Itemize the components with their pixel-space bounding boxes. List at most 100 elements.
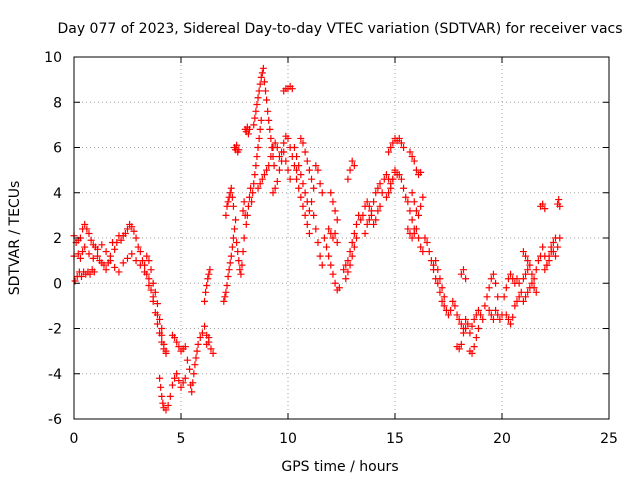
- data-point: [504, 315, 512, 323]
- data-point: [102, 266, 110, 274]
- data-point: [74, 250, 82, 258]
- data-point: [156, 374, 164, 382]
- data-point: [205, 334, 213, 342]
- data-point: [134, 243, 142, 251]
- data-point: [462, 325, 470, 332]
- data-point: [236, 266, 244, 274]
- data-point: [183, 356, 191, 364]
- data-point: [247, 184, 255, 192]
- data-point: [86, 270, 94, 278]
- y-tick-label: 0: [53, 276, 62, 292]
- data-point: [539, 243, 547, 251]
- data-point: [168, 381, 176, 389]
- x-tick-label: 10: [279, 431, 297, 447]
- data-point: [162, 406, 170, 414]
- data-point: [250, 121, 258, 129]
- data-point: [205, 270, 213, 278]
- data-point: [301, 148, 309, 156]
- data-point: [89, 254, 97, 262]
- data-point: [492, 306, 500, 314]
- data-point: [189, 379, 197, 387]
- data-point: [412, 166, 420, 174]
- data-point: [305, 166, 313, 174]
- data-point: [299, 180, 307, 188]
- data-point: [130, 227, 138, 235]
- data-point: [160, 340, 168, 348]
- data-point: [248, 198, 256, 206]
- data-point: [245, 193, 253, 201]
- data-point: [331, 229, 339, 237]
- data-point: [117, 236, 125, 244]
- data-point: [223, 282, 231, 290]
- data-point: [253, 101, 261, 109]
- data-point: [372, 189, 380, 197]
- data-point: [350, 162, 358, 170]
- data-point: [263, 166, 271, 174]
- data-point: [519, 275, 527, 283]
- data-point: [151, 288, 159, 296]
- data-point: [158, 325, 166, 332]
- data-point: [308, 198, 316, 206]
- x-axis-label: GPS time / hours: [281, 459, 398, 475]
- data-point: [329, 234, 337, 242]
- data-point: [519, 297, 527, 305]
- data-point: [265, 162, 273, 170]
- data-point: [470, 315, 478, 323]
- data-point: [515, 293, 523, 301]
- data-point: [348, 157, 356, 165]
- y-tick-label: 2: [53, 231, 62, 247]
- data-point: [410, 229, 418, 237]
- data-point: [280, 148, 288, 156]
- data-point: [436, 275, 444, 283]
- data-point: [515, 279, 523, 287]
- data-point: [171, 374, 179, 382]
- data-point: [288, 85, 296, 93]
- data-point: [223, 202, 231, 210]
- data-point: [474, 306, 482, 314]
- data-point: [147, 286, 155, 294]
- data-point: [470, 343, 478, 351]
- data-point: [136, 261, 144, 269]
- data-point: [434, 279, 442, 287]
- data-point: [303, 220, 311, 228]
- data-point: [348, 239, 356, 247]
- data-point: [132, 234, 140, 242]
- data-point: [455, 315, 463, 323]
- data-point: [254, 144, 262, 151]
- data-point: [449, 297, 457, 305]
- data-point: [181, 343, 189, 351]
- data-point: [280, 139, 288, 147]
- data-point: [333, 216, 341, 224]
- data-point: [156, 315, 164, 323]
- data-point: [344, 268, 352, 276]
- data-point: [519, 248, 527, 256]
- data-point: [305, 229, 313, 237]
- data-point: [477, 311, 485, 319]
- data-point: [346, 261, 354, 269]
- x-tick-label: 5: [177, 431, 186, 447]
- data-point: [90, 268, 98, 276]
- data-point: [342, 275, 350, 283]
- data-point: [81, 220, 89, 228]
- data-point: [177, 383, 185, 391]
- data-point: [522, 270, 530, 278]
- data-point: [468, 349, 476, 357]
- data-point: [256, 125, 264, 133]
- data-point: [382, 171, 390, 179]
- data-point: [258, 69, 266, 77]
- data-point: [253, 153, 261, 161]
- data-point: [400, 184, 408, 192]
- data-point: [333, 239, 341, 247]
- data-point: [348, 252, 356, 260]
- data-point: [138, 257, 146, 265]
- data-point: [238, 261, 246, 269]
- data-point: [196, 334, 204, 342]
- data-point: [378, 189, 386, 197]
- data-point: [397, 139, 405, 147]
- data-point: [158, 331, 166, 339]
- data-point: [329, 270, 337, 278]
- data-point: [186, 365, 194, 373]
- data-point: [331, 207, 339, 215]
- data-point: [271, 139, 279, 147]
- data-point: [425, 248, 433, 256]
